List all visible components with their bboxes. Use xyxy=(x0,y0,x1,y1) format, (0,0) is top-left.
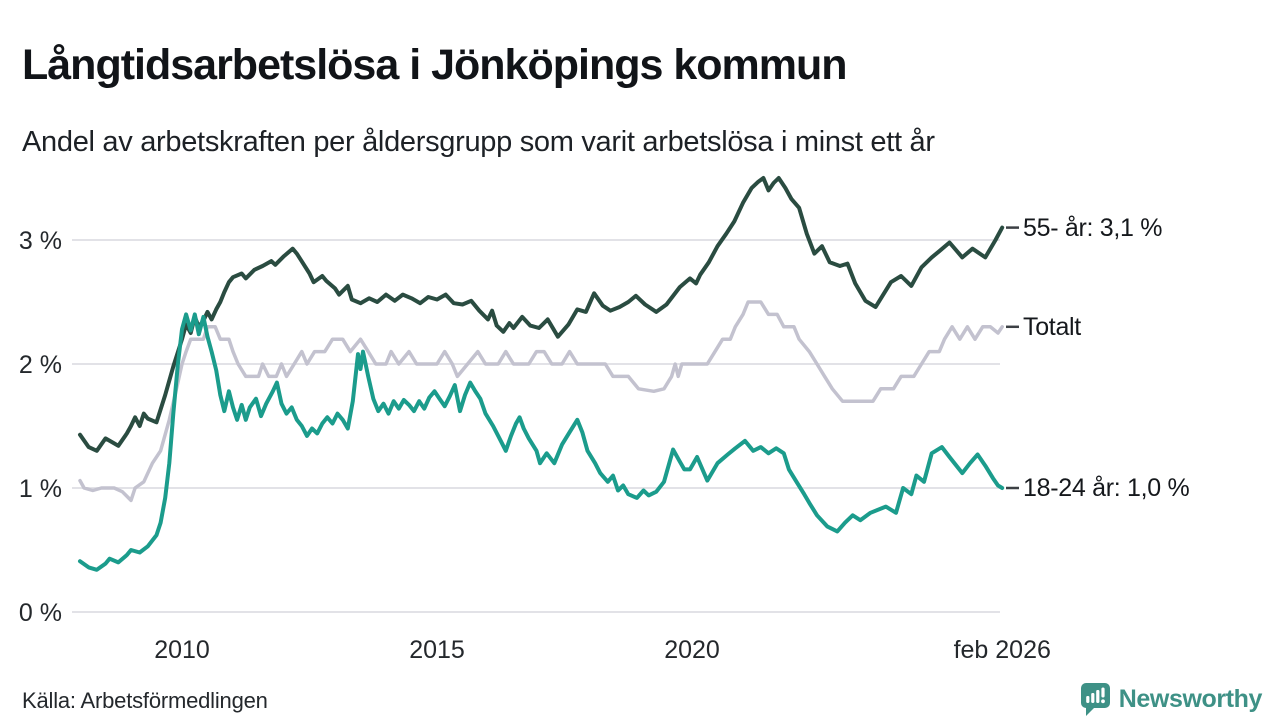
newsworthy-wordmark: Newsworthy xyxy=(1118,685,1263,713)
source-note: Källa: Arbetsförmedlingen xyxy=(22,688,268,713)
svg-text:0 %: 0 % xyxy=(19,599,62,627)
svg-text:1 %: 1 % xyxy=(19,475,62,503)
svg-text:2010: 2010 xyxy=(154,636,210,664)
page-title: Långtidsarbetslösa i Jönköpings kommun xyxy=(22,40,848,89)
svg-text:3 %: 3 % xyxy=(19,227,62,255)
svg-text:2020: 2020 xyxy=(664,636,720,664)
series-label-55: 55- år: 3,1 % xyxy=(1023,213,1163,242)
svg-text:feb 2026: feb 2026 xyxy=(954,636,1051,664)
newsworthy-logo: Newsworthy xyxy=(1080,682,1262,717)
series-label-18-24: 18-24 år: 1,0 % xyxy=(1023,474,1190,502)
page-subtitle: Andel av arbetskraften per åldersgrupp s… xyxy=(22,126,935,158)
svg-text:2015: 2015 xyxy=(409,636,465,664)
series-label-totalt: Totalt xyxy=(1023,312,1081,341)
svg-text:2 %: 2 % xyxy=(19,351,62,379)
newsworthy-bubble-chart-icon xyxy=(1080,683,1110,716)
